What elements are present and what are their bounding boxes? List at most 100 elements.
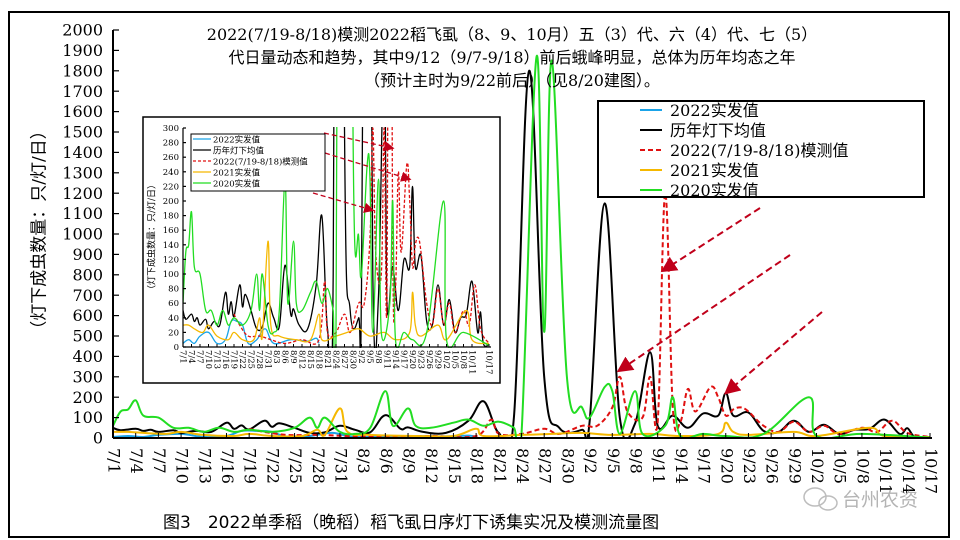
x-tick-label: 7/7 (150, 448, 169, 474)
annotation-arrow (723, 311, 823, 395)
y-tick-label: 1500 (62, 123, 103, 142)
x-tick-label: 7/31 (331, 448, 350, 484)
x-tick-label: 10/5 (831, 448, 850, 484)
inset-legend-label: 2020实发值 (213, 179, 261, 190)
x-tick-label: 10/11 (876, 448, 895, 494)
y-tick-label: 1700 (62, 82, 103, 101)
y-tick-label: 500 (72, 327, 103, 346)
x-tick-label: 7/1 (105, 448, 124, 474)
x-tick-label: 7/10 (173, 448, 192, 484)
x-tick-label: 8/27 (536, 448, 555, 484)
x-tick-label: 9/8 (373, 350, 383, 364)
series-line-2021-actual (113, 407, 931, 439)
x-tick-label: 9/11 (382, 350, 392, 369)
x-tick-label: 8/3 (271, 350, 281, 364)
x-tick-label: 7/16 (220, 350, 230, 369)
series-line-2022-model (233, 127, 490, 345)
annotation-arrow (616, 254, 791, 373)
x-tick-label: 7/28 (309, 448, 328, 484)
x-tick-label: 7/1 (178, 350, 188, 364)
x-tick-label: 9/23 (740, 448, 759, 484)
x-tick-label: 9/17 (695, 448, 714, 484)
series-line-2021-actual (183, 240, 490, 345)
x-tick-label: 9/23 (416, 350, 426, 369)
y-tick-label: 1200 (62, 184, 103, 203)
x-tick-label: 10/2 (441, 350, 451, 369)
y-tick-label: 180 (163, 212, 179, 222)
chart-title-line: （预计主时为9/22前后）（见8/20建图）。 (364, 71, 660, 90)
x-tick-label: 7/31 (263, 350, 273, 369)
x-tick-label: 9/20 (717, 448, 736, 484)
x-tick-label: 8/15 (445, 448, 464, 484)
x-tick-label: 8/12 (297, 350, 307, 369)
x-tick-label: 7/10 (203, 350, 213, 369)
y-tick-label: 900 (72, 245, 103, 264)
x-tick-label: 9/14 (672, 448, 691, 484)
y-tick-label: 100 (163, 270, 179, 280)
y-tick-label: 200 (72, 388, 103, 407)
inset-legend-label: 2022实发值 (213, 135, 261, 146)
x-tick-label: 8/24 (513, 448, 532, 484)
watermark-text: 台州农资 (842, 489, 918, 511)
series-line-historical-mean (183, 127, 490, 348)
y-tick-label: 300 (163, 124, 179, 134)
y-tick-label: 80 (168, 285, 179, 295)
legend-label: 2022(7/19-8/18)模测值 (670, 141, 848, 160)
inset-legend: 2022实发值历年灯下均值2022(7/19-8/18)模测值2021实发值20… (190, 133, 326, 192)
y-tick-label: 120 (163, 255, 179, 265)
inset-annotation-arrow (312, 192, 375, 213)
y-axis-label: （灯下成虫数量：只/灯/日） (30, 122, 50, 337)
chart-title-line: 2022(7/19-8/18)模测2022稻飞虱（8、9、10月）五（3）代、六… (207, 25, 817, 44)
y-tick-label: 1100 (62, 204, 103, 223)
y-tick-label: 200 (163, 197, 179, 207)
x-tick-label: 8/24 (331, 350, 341, 369)
series-line-2020-actual (183, 127, 490, 348)
x-tick-label: 7/4 (127, 448, 146, 474)
x-tick-label: 8/12 (422, 448, 441, 484)
x-tick-label: 7/28 (254, 350, 264, 369)
legend-label: 2021实发值 (670, 161, 759, 180)
x-tick-label: 10/17 (922, 448, 941, 494)
y-tick-label: 160 (163, 226, 179, 236)
x-tick-label: 9/5 (604, 448, 623, 474)
y-tick-label: 2000 (62, 21, 103, 40)
x-tick-label: 10/17 (484, 350, 494, 375)
wechat-icon (803, 487, 827, 507)
y-tick-label: 140 (163, 241, 179, 251)
x-tick-label: 9/14 (390, 350, 400, 369)
y-tick-label: 260 (163, 153, 179, 163)
inset-annotation-arrow (323, 132, 395, 152)
x-tick-label: 7/25 (286, 448, 305, 484)
y-tick-label: 280 (163, 139, 179, 149)
y-tick-label: 600 (72, 306, 103, 325)
x-tick-label: 8/18 (468, 448, 487, 484)
y-tick-label: 40 (168, 314, 179, 324)
y-tick-label: 300 (72, 367, 103, 386)
legend: 2022实发值历年灯下均值2022(7/19-8/18)模测值2021实发值20… (597, 100, 925, 200)
x-tick-label: 9/26 (763, 448, 782, 484)
y-tick-label: 0 (93, 429, 103, 448)
x-tick-label: 9/11 (649, 448, 668, 484)
x-tick-label: 7/16 (218, 448, 237, 484)
x-tick-label: 8/6 (377, 448, 396, 474)
y-tick-label: 1800 (62, 61, 103, 80)
y-tick-label: 1400 (62, 143, 103, 162)
legend-label: 历年灯下均值 (670, 121, 766, 140)
figure-border (8, 11, 950, 538)
x-tick-label: 9/5 (365, 350, 375, 364)
x-tick-label: 10/5 (450, 350, 460, 369)
y-tick-label: 400 (72, 347, 103, 366)
x-tick-label: 8/18 (314, 350, 324, 369)
x-tick-label: 10/8 (853, 448, 872, 484)
x-tick-label: 9/2 (356, 350, 366, 364)
y-tick-label: 700 (72, 286, 103, 305)
y-tick-label: 240 (163, 168, 179, 178)
x-tick-label: 8/15 (305, 350, 315, 369)
x-tick-label: 7/22 (237, 350, 247, 369)
x-tick-label: 9/29 (785, 448, 804, 484)
x-tick-label: 10/8 (458, 350, 468, 369)
y-tick-label: 1000 (62, 225, 103, 244)
x-tick-label: 9/20 (407, 350, 417, 369)
series-line-2020-actual (113, 55, 931, 439)
